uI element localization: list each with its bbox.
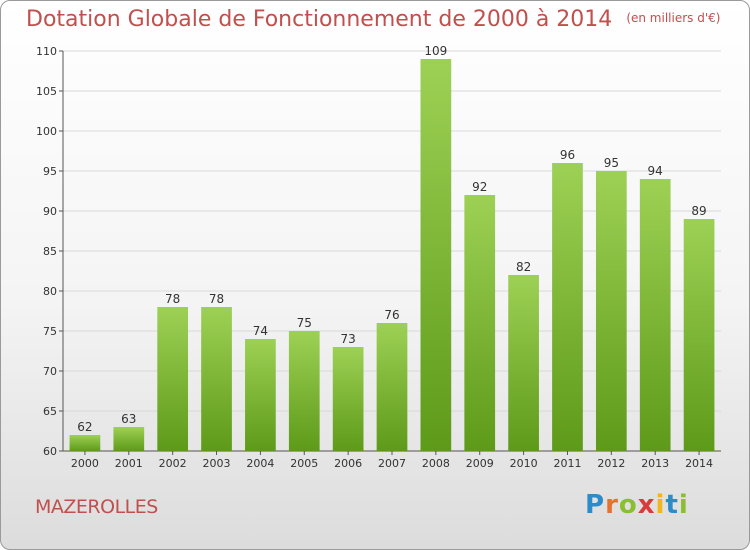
y-tick-label: 60: [43, 445, 57, 458]
bar-2002: [157, 307, 189, 451]
x-tick-label: 2012: [597, 457, 625, 470]
data-label: 63: [121, 412, 136, 426]
chart-unit: (en milliers d'€): [626, 11, 721, 25]
bar-2009: [464, 195, 496, 451]
bar-2008: [420, 59, 452, 451]
data-label: 74: [253, 324, 268, 338]
commune-name: MAZEROLLES: [35, 496, 158, 518]
logo-letter: x: [637, 490, 656, 520]
bar-2007: [376, 323, 408, 451]
y-tick-label: 110: [36, 45, 57, 58]
x-tick-label: 2006: [334, 457, 362, 470]
bar-2005: [288, 331, 320, 451]
x-tick-label: 2013: [641, 457, 669, 470]
x-tick-label: 2014: [685, 457, 713, 470]
data-label: 89: [691, 204, 706, 218]
data-labels: 62 63 78 78 74 75 73 76 109 92 82 96 95 94 89: [77, 44, 706, 434]
x-tick-label: 2011: [553, 457, 581, 470]
x-tick-label: 2010: [510, 457, 538, 470]
x-tick-label: 2003: [203, 457, 231, 470]
data-label: 78: [165, 292, 180, 306]
data-label: 73: [340, 332, 355, 346]
y-tick-label: 85: [43, 245, 57, 258]
bar-2004: [245, 339, 276, 451]
x-tick-label: 2007: [378, 457, 406, 470]
x-tick-label: 2009: [466, 457, 494, 470]
x-tick-label: 2005: [290, 457, 318, 470]
x-tick-label: 2000: [71, 457, 99, 470]
data-label: 78: [209, 292, 224, 306]
x-tick-label: 2004: [246, 457, 274, 470]
bar-2012: [595, 171, 627, 451]
y-tick-label: 105: [36, 85, 57, 98]
y-tick-label: 75: [43, 325, 57, 338]
proxiti-logo[interactable]: Proxiti: [585, 490, 689, 520]
bars: [69, 59, 715, 451]
data-label: 62: [77, 420, 92, 434]
x-tick-label: 2002: [159, 457, 187, 470]
data-label: 76: [384, 308, 399, 322]
data-label: 95: [604, 156, 619, 170]
y-tick-label: 95: [43, 165, 57, 178]
logo-letter: r: [605, 490, 619, 520]
data-label: 92: [472, 180, 487, 194]
bar-2006: [332, 347, 364, 451]
logo-letter: P: [585, 490, 606, 520]
y-tick-label: 70: [43, 365, 57, 378]
chart-title-text: Dotation Globale de Fonctionnement de 20…: [26, 7, 613, 32]
bar-2010: [508, 275, 539, 451]
logo-letter: t: [665, 490, 679, 520]
x-tick-label: 2008: [422, 457, 450, 470]
logo-letter: o: [618, 490, 638, 520]
y-tick-label: 65: [43, 405, 57, 418]
bar-2000: [69, 435, 101, 451]
y-tick-label: 90: [43, 205, 57, 218]
bar-2001: [113, 427, 145, 451]
data-label: 82: [516, 260, 531, 274]
bar-2014: [683, 219, 715, 451]
data-label: 96: [560, 148, 575, 162]
data-label: 109: [424, 44, 447, 58]
bar-2003: [201, 307, 232, 451]
logo-letter: i: [655, 490, 666, 520]
bar-2011: [552, 163, 583, 451]
y-tick-label: 80: [43, 285, 57, 298]
x-tick-label: 2001: [115, 457, 143, 470]
data-label: 94: [648, 164, 663, 178]
chart-title: Dotation Globale de Fonctionnement de 20…: [26, 7, 720, 32]
logo-letter: i: [678, 490, 689, 520]
y-tick-label: 100: [36, 125, 57, 138]
bar-2013: [639, 179, 671, 451]
data-label: 75: [297, 316, 312, 330]
